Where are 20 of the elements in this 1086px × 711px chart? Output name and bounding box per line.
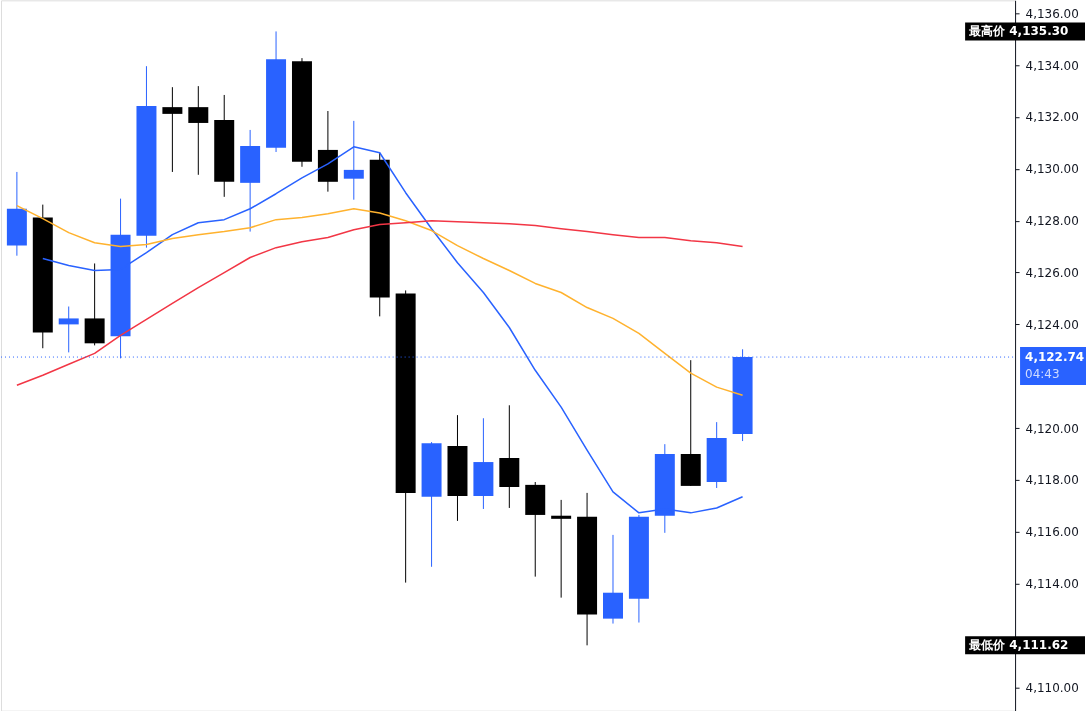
- y-tick-label: 4,116.00: [1025, 525, 1079, 540]
- y-tick-label: 4,128.00: [1025, 214, 1079, 229]
- y-tick-label: 4,132.00: [1025, 110, 1079, 125]
- y-tick-label: 4,124.00: [1025, 317, 1079, 332]
- candlestick: [162, 86, 183, 173]
- y-tick-label: 4,114.00: [1025, 577, 1079, 592]
- y-tick-label: 4,118.00: [1025, 473, 1079, 488]
- y-tick-label: 4,134.00: [1025, 58, 1079, 73]
- y-tick-label: 4,126.00: [1025, 266, 1079, 281]
- text: 最低价 4,111.62: [968, 638, 1069, 653]
- y-tick-label: 4,130.00: [1025, 162, 1079, 177]
- y-tick-label: 4,120.00: [1025, 421, 1079, 436]
- candlestick: [188, 85, 209, 176]
- candlestick: [551, 499, 572, 599]
- text: 最高价 4,135.30: [968, 24, 1069, 39]
- ref-line-label: 4,122.74: [1025, 350, 1085, 365]
- candlestick: [58, 306, 79, 353]
- y-tick-label: 4,110.00: [1025, 680, 1079, 695]
- text: 04:43: [1025, 367, 1060, 382]
- y-tick-label: 4,136.00: [1025, 6, 1079, 21]
